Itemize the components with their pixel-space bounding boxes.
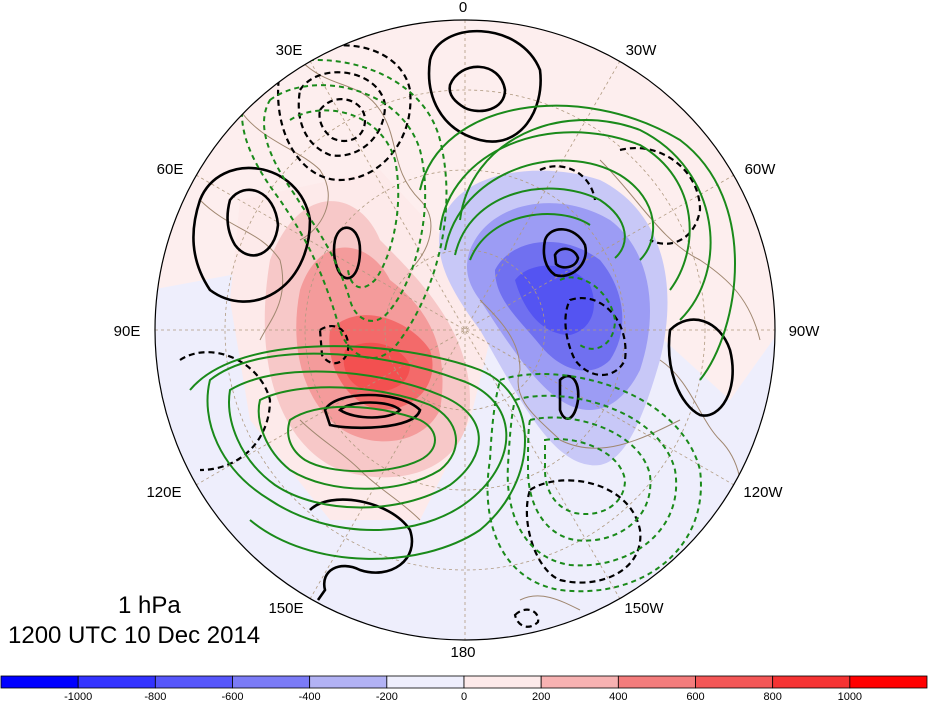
green-dashed-contours xyxy=(241,59,702,593)
green-solid-contours xyxy=(189,104,736,560)
colorbar-box xyxy=(617,675,696,689)
colorbar-tick-label: -800 xyxy=(144,691,166,702)
colorbar-box xyxy=(772,675,851,689)
colorbar-tick-label: 200 xyxy=(532,691,550,702)
colorbar-box xyxy=(154,675,233,689)
lon-label-0: 0 xyxy=(459,0,467,16)
longitude-labels: 0 30W 60W 90W 120W 150W 180 150E 120E 90… xyxy=(114,0,821,661)
colorbar-box xyxy=(463,675,542,689)
colorbar-box xyxy=(0,675,79,689)
map-border xyxy=(154,19,776,641)
lon-label-90e: 90E xyxy=(114,323,141,340)
lon-label-30w: 30W xyxy=(626,42,658,59)
polar-map: 0 30W 60W 90W 120W 150W 180 150E 120E 90… xyxy=(114,0,821,661)
colorbar-tick-label: 0 xyxy=(461,691,467,702)
colorbar-boxes xyxy=(0,675,928,689)
valid-time-label: 1200 UTC 10 Dec 2014 xyxy=(8,622,261,649)
colorbar-tick-label: 800 xyxy=(763,691,781,702)
lon-label-120w: 120W xyxy=(743,484,783,501)
colorbar-tick-label: -600 xyxy=(221,691,243,702)
lon-label-180: 180 xyxy=(450,644,475,661)
colorbar-box xyxy=(309,675,388,689)
pressure-level-label: 1 hPa xyxy=(118,592,181,619)
colorbar-tick-label: 600 xyxy=(686,691,704,702)
colorbar-box xyxy=(540,675,619,689)
colorbar-tick-label: 1000 xyxy=(838,691,862,702)
colorbar-tick-label: -200 xyxy=(376,691,398,702)
colorbar-tick-label: -400 xyxy=(299,691,321,702)
map-disc xyxy=(155,20,775,640)
colorbar-box xyxy=(232,675,311,689)
colorbar: -1000 -800 -600 -400 -200 0 200 400 600 800 1000 xyxy=(0,675,928,702)
colorbar-box xyxy=(849,675,928,689)
colorbar-box xyxy=(77,675,156,689)
colorbar-ticks: -1000 -800 -600 -400 -200 0 200 400 600 800 1000 xyxy=(64,691,862,702)
lon-label-150e: 150E xyxy=(268,600,303,617)
lon-label-90w: 90W xyxy=(789,323,821,340)
lon-label-30e: 30E xyxy=(276,42,303,59)
lon-label-60e: 60E xyxy=(157,161,184,178)
positive-contours xyxy=(192,29,734,601)
colorbar-box xyxy=(386,675,465,689)
lon-label-60w: 60W xyxy=(745,161,777,178)
lon-label-150w: 150W xyxy=(624,600,664,617)
negative-contours xyxy=(179,44,702,628)
lon-label-120e: 120E xyxy=(146,484,181,501)
negative-anomaly-shading xyxy=(439,170,668,466)
colorbar-box xyxy=(695,675,774,689)
colorbar-tick-label: 400 xyxy=(609,691,627,702)
colorbar-tick-label: -1000 xyxy=(64,691,92,702)
